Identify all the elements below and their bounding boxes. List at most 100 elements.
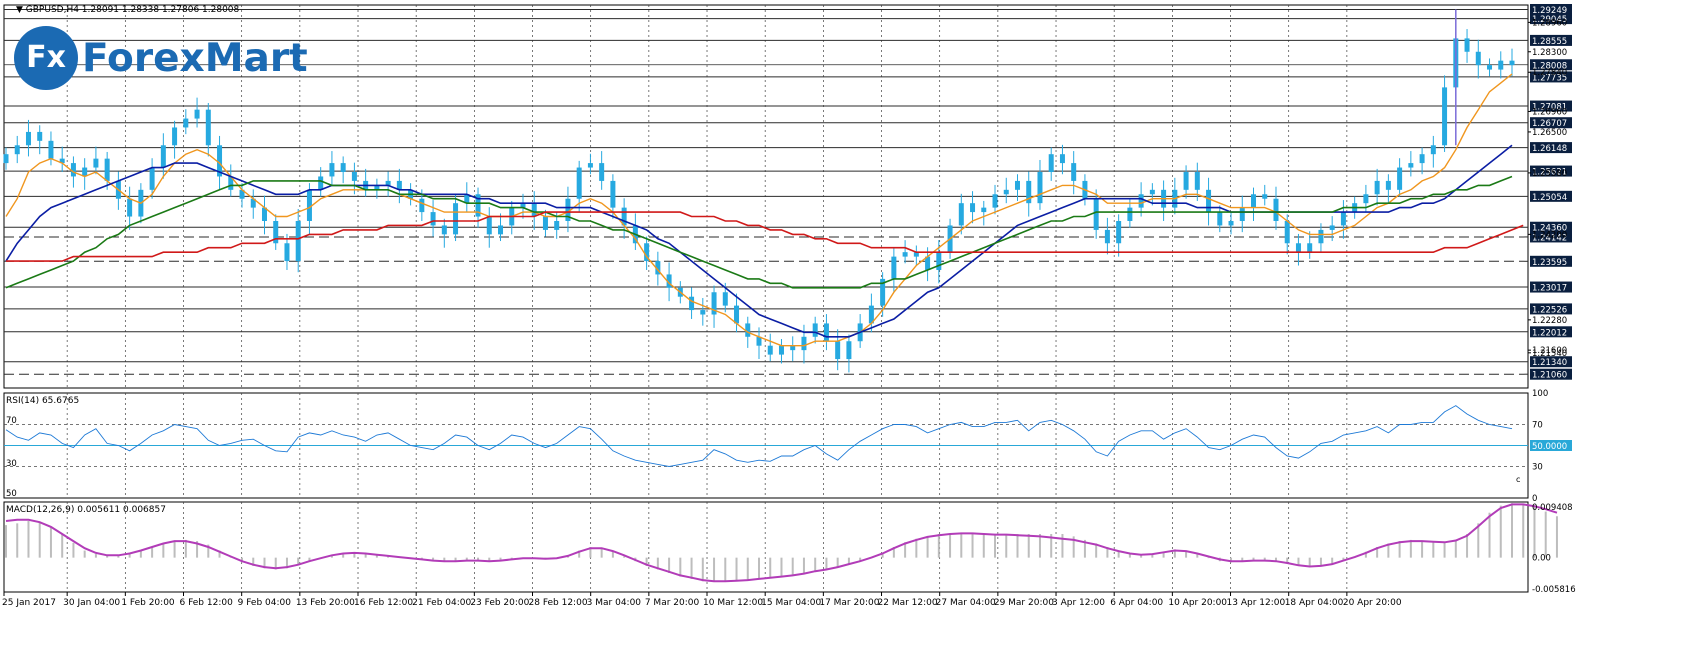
macd-histogram-bar (960, 533, 963, 558)
macd-signal-line (5, 503, 1558, 583)
candle-body (925, 256, 931, 270)
rsi-50-label: 50.0000 (1532, 442, 1567, 452)
price-tick-label: 1.26500 (1532, 128, 1567, 138)
candle-body (1262, 194, 1268, 199)
macd-histogram-bar (623, 556, 626, 558)
price-tick-label: 1.21600 (1532, 346, 1567, 356)
time-tick-label: 23 Feb 20:00 (470, 598, 529, 608)
macd-histogram-bar (342, 553, 345, 558)
candle-body (385, 180, 391, 186)
price-tick-label: 1.26960 (1532, 107, 1567, 117)
candle-body (576, 167, 582, 199)
macd-histogram-bar (1488, 512, 1491, 558)
time-tick-label: 27 Mar 04:00 (936, 598, 996, 608)
macd-histogram-bar (5, 525, 7, 558)
candle-body (1374, 180, 1380, 195)
price-tick-label: 1.27840 (1532, 68, 1567, 78)
rsi-line (5, 405, 1513, 467)
macd-histogram-bar (690, 557, 693, 579)
macd-histogram-bar (94, 554, 97, 558)
candle-body (835, 341, 841, 360)
rsi-50-label-box (1530, 440, 1572, 451)
level-label-box (1530, 368, 1572, 380)
macd-histogram-bar (600, 548, 603, 558)
level-label: 1.29045 (1532, 15, 1567, 25)
macd-histogram-bar (825, 557, 828, 570)
candle-body (261, 207, 267, 221)
logo-text: ForexMart (82, 36, 308, 81)
price-tick-label: 1.24200 (1532, 230, 1567, 240)
macd-histogram-bar (443, 557, 446, 562)
macd-histogram-bar (971, 533, 974, 558)
candle-body (475, 194, 481, 217)
candle-body (1059, 154, 1065, 164)
candle-body (149, 167, 155, 190)
macd-histogram-bar (465, 557, 468, 561)
candle-body (295, 220, 301, 262)
candle-body (1419, 154, 1425, 164)
time-tick-label: 9 Feb 04:00 (238, 598, 292, 608)
candle-body (1138, 194, 1144, 208)
macd-histogram-bar (499, 557, 502, 561)
level-label-box (1530, 3, 1572, 15)
macd-histogram-bar (1162, 551, 1165, 558)
time-tick-label: 3 Apr 12:00 (1052, 598, 1105, 608)
time-tick-label: 21 Feb 04:00 (412, 598, 471, 608)
level-label: 1.27735 (1532, 73, 1567, 83)
candle-body (419, 198, 425, 213)
macd-histogram-bar (420, 557, 423, 559)
candle-body (464, 194, 470, 204)
macd-histogram-bar (780, 557, 783, 577)
time-tick-label: 25 Jan 2017 (2, 598, 56, 608)
candle-body (970, 203, 976, 213)
macd-histogram-bar (1387, 543, 1390, 558)
macd-histogram-bar (1286, 557, 1289, 564)
candle-body (1475, 51, 1481, 66)
price-tick-label: 1.28300 (1532, 48, 1567, 58)
macd-histogram-bar (207, 544, 210, 558)
macd-histogram-bar (679, 557, 682, 577)
time-axis: 25 Jan 2017 30 Jan 04:00 1 Feb 20:00 6 Feb … (2, 592, 1402, 608)
macd-histogram-bar (128, 552, 131, 558)
candle-body (1104, 229, 1110, 244)
macd-histogram-bar (1319, 557, 1322, 566)
level-label: 1.28555 (1532, 37, 1567, 47)
candle-body (1307, 243, 1313, 253)
candle-body (329, 163, 335, 177)
rsi-axis-letter: c (1516, 475, 1520, 484)
candle-body (700, 310, 706, 315)
candle-body (441, 225, 447, 235)
candle-body (1228, 220, 1234, 226)
macd-histogram-bar (1466, 533, 1469, 558)
macd-histogram-bar (274, 557, 277, 570)
macd-histogram-bar (1117, 551, 1120, 558)
macd-histogram-bar (1173, 549, 1176, 558)
candle-body (228, 176, 234, 190)
time-tick-label: 30 Jan 04:00 (63, 598, 120, 608)
rsi-axis-label: 70 (1532, 421, 1543, 431)
candle-body (981, 207, 987, 213)
level-label-box (1530, 326, 1572, 338)
macd-histogram-bar (746, 557, 749, 581)
candle-body (93, 158, 99, 168)
level-label: 1.24360 (1532, 224, 1567, 234)
candle-body (374, 185, 380, 190)
candle-body (1026, 180, 1032, 204)
candle-body (587, 163, 593, 168)
macd-histogram-bar (1376, 547, 1379, 558)
macd-histogram-bar (1511, 503, 1513, 558)
macd-histogram-bar (926, 536, 929, 558)
time-tick-label: 16 Feb 12:00 (354, 598, 413, 608)
time-tick-label: 22 Mar 12:00 (878, 598, 938, 608)
candle-body (217, 145, 223, 177)
macd-histogram-bar (1061, 533, 1064, 558)
candle-body (498, 225, 504, 235)
candle-body (1442, 87, 1448, 146)
candle-body (711, 292, 717, 315)
candle-body (1408, 163, 1414, 168)
ma-long-line (6, 211, 1524, 262)
level-label: 1.24142 (1532, 233, 1567, 243)
candle-body (1116, 220, 1122, 244)
candle-body (1048, 154, 1054, 173)
candle-body (1127, 207, 1133, 221)
